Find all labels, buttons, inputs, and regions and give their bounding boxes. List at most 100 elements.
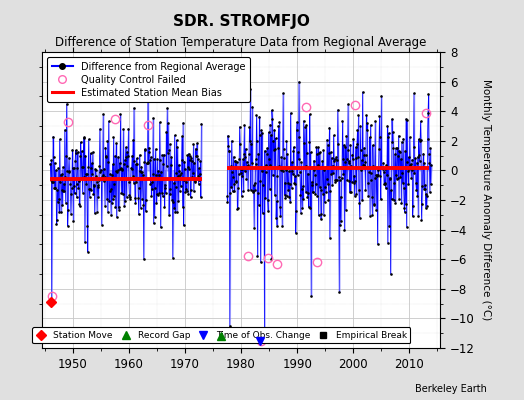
Point [237,166,245,172]
Point [171,184,180,190]
Point [77,175,85,181]
Point [166,191,174,197]
Point [188,158,196,164]
Point [78,164,86,170]
Point [313,192,321,199]
Point [121,198,129,204]
Point [172,137,181,143]
Point [283,151,291,157]
Point [155,190,163,196]
Point [349,136,357,142]
Point [363,120,372,126]
Point [427,162,435,168]
Point [377,93,386,99]
Point [110,193,118,199]
Point [124,125,133,132]
Point [63,168,71,174]
Point [285,194,293,200]
Point [412,180,420,186]
Point [231,158,239,164]
Point [101,144,110,151]
Point [390,151,399,158]
Point [424,91,433,97]
Point [153,156,161,162]
Point [95,163,104,169]
Point [80,134,89,140]
Point [96,169,105,175]
Point [300,118,308,124]
Point [71,147,80,154]
Point [382,162,390,168]
Point [173,144,182,150]
Point [282,193,291,199]
Point [99,111,107,118]
Point [235,171,243,177]
Point [69,218,78,224]
Point [226,322,234,329]
Point [314,144,322,150]
Point [276,213,285,219]
Point [69,164,77,171]
Point [91,166,100,172]
Point [100,178,108,184]
Point [56,136,64,143]
Point [98,174,106,180]
Point [180,177,188,183]
Point [58,202,67,208]
Point [67,210,75,217]
Point [373,172,381,178]
Point [169,199,178,205]
Point [143,160,151,166]
Point [272,214,280,221]
Point [399,136,408,142]
Point [360,144,368,151]
Point [291,181,299,188]
Point [195,176,204,183]
Point [289,148,298,154]
Point [418,201,426,207]
Point [391,199,399,206]
Point [134,194,143,201]
Point [339,171,347,178]
Point [184,190,192,197]
Point [128,152,136,159]
Point [323,181,332,188]
Point [177,183,185,189]
Point [139,202,148,208]
Point [160,203,169,210]
Point [90,181,98,188]
Point [354,153,362,160]
Point [309,188,318,195]
Point [237,193,246,200]
Point [403,168,412,174]
Point [411,155,420,162]
Point [119,161,128,168]
Point [75,203,84,210]
Point [420,185,428,192]
Point [348,152,356,158]
Point [330,132,338,138]
Point [406,134,414,140]
Point [425,151,433,158]
Point [122,144,130,150]
Point [352,191,361,197]
Point [151,185,159,191]
Point [262,162,270,168]
Point [395,148,403,154]
Point [313,162,322,168]
Point [372,172,380,179]
Point [196,158,204,164]
Point [126,196,134,202]
Point [50,160,59,166]
Point [132,179,140,185]
Point [117,164,125,171]
Point [407,175,416,182]
Point [145,149,154,156]
Point [412,187,421,193]
Point [304,190,312,196]
Point [114,204,123,211]
Point [281,195,290,201]
Point [367,170,375,176]
Point [236,141,244,147]
Point [371,118,379,124]
